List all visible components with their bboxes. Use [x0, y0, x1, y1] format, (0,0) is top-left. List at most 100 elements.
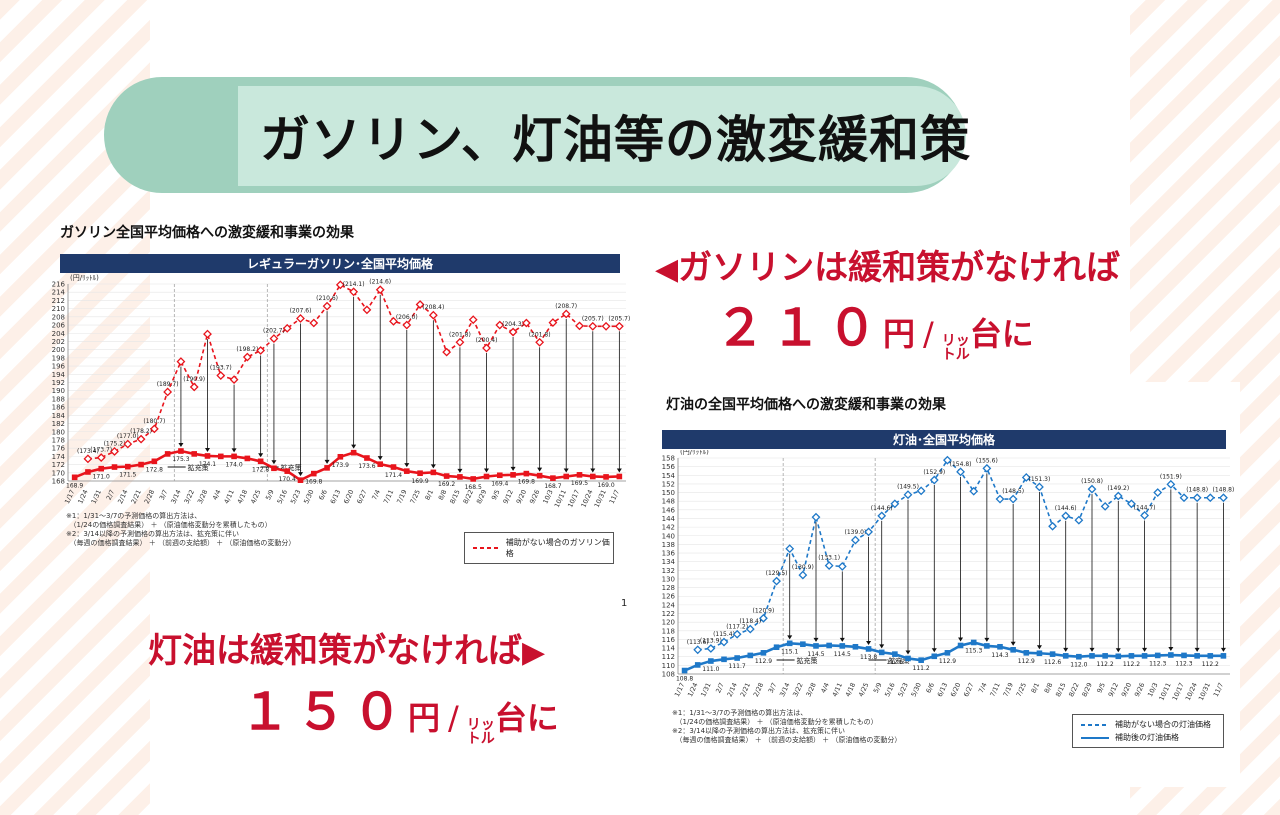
- y-tick-label: 190: [52, 387, 65, 395]
- no-subsidy-point: [322, 301, 332, 311]
- x-tick-label: 8/8: [437, 488, 449, 501]
- y-tick-label: 212: [52, 297, 65, 305]
- x-tick-label: 7/11: [382, 488, 395, 505]
- arrow-head: [457, 468, 463, 473]
- x-tick-label: 9/20: [515, 488, 528, 505]
- page-number: 1: [621, 598, 628, 609]
- after-subsidy-point: [377, 461, 384, 467]
- x-tick-label: 1/17: [673, 681, 686, 698]
- kero-legend-solid-icon: [1081, 736, 1109, 739]
- after-subsidy-point: [284, 468, 291, 474]
- after-subsidy-point: [997, 643, 1003, 650]
- after-subsidy-point: [390, 464, 397, 470]
- after-subsidy-point: [1154, 652, 1161, 659]
- after-subsidy-label: 169.2: [438, 481, 455, 488]
- y-tick-label: 130: [662, 575, 675, 583]
- after-subsidy-point: [1062, 653, 1069, 659]
- after-subsidy-point: [589, 473, 596, 480]
- no-subsidy-point: [96, 453, 106, 463]
- after-subsidy-label: 172.8: [252, 466, 269, 473]
- kero-legend-label-1: 補助がない場合の灯油価格: [1115, 720, 1211, 729]
- arrow-head: [813, 637, 819, 642]
- no-subsidy-point: [1127, 499, 1136, 509]
- after-subsidy-point: [1128, 653, 1135, 659]
- after-subsidy-point: [1115, 653, 1122, 660]
- no-subsidy-point: [706, 644, 716, 653]
- no-subsidy-point: [242, 352, 252, 362]
- no-subsidy-point: [864, 527, 873, 537]
- x-tick-label: 4/18: [236, 488, 249, 505]
- after-subsidy-point: [1181, 652, 1187, 659]
- after-subsidy-label: 174.0: [225, 461, 242, 468]
- no-subsidy-point: [1140, 511, 1149, 520]
- y-tick-label: 112: [662, 653, 675, 661]
- after-subsidy-label: 172.8: [146, 466, 163, 473]
- after-subsidy-point: [865, 646, 872, 652]
- no-subsidy-label: (113.9): [700, 638, 722, 645]
- no-subsidy-label: (204.3): [502, 321, 524, 328]
- arrow-head: [537, 467, 543, 472]
- no-subsidy-point: [995, 494, 1005, 504]
- after-subsidy-point: [151, 458, 158, 465]
- x-tick-label: 9/5: [490, 488, 502, 501]
- after-subsidy-label: 112.2: [1202, 661, 1219, 668]
- no-subsidy-label: (149.2): [1107, 485, 1129, 492]
- no-subsidy-label: (151.9): [1160, 473, 1182, 480]
- y-tick-label: 206: [52, 322, 66, 330]
- kero-section-title: 灯油の全国平均価格への激変緩和事業の効果: [666, 397, 946, 413]
- x-tick-label: 1/31: [90, 488, 103, 505]
- x-tick-label: 5/23: [289, 488, 302, 505]
- x-tick-label: 8/15: [1054, 681, 1067, 698]
- y-tick-label: 142: [662, 524, 675, 532]
- y-tick-label: 144: [662, 515, 676, 523]
- no-subsidy-label: (115.4): [713, 631, 735, 638]
- arrow-head: [1220, 647, 1226, 652]
- no-subsidy-point: [1048, 521, 1057, 531]
- after-subsidy-label: 174.1: [199, 461, 216, 468]
- after-subsidy-point: [681, 667, 688, 674]
- no-subsidy-point: [1153, 488, 1163, 497]
- arrow-head: [205, 447, 210, 452]
- x-tick-label: 4/11: [831, 681, 844, 698]
- after-subsidy-label: 111.7: [729, 663, 746, 670]
- y-tick-label: 192: [52, 379, 65, 387]
- no-subsidy-point: [389, 316, 398, 326]
- no-subsidy-label: (189.7): [157, 381, 179, 388]
- arrow-head: [484, 468, 489, 473]
- after-subsidy-label: 112.9: [1018, 658, 1035, 665]
- after-subsidy-point: [310, 470, 317, 477]
- after-subsidy-point: [694, 662, 701, 668]
- no-subsidy-point: [1192, 493, 1202, 503]
- no-subsidy-point: [296, 314, 305, 323]
- y-tick-label: 196: [52, 363, 66, 371]
- x-tick-label: 9/20: [1120, 681, 1133, 698]
- gas-note: ※1：1/31～3/7の予測価格の算出方法は、 （1/24の価格調査結果） ＋ …: [66, 512, 295, 548]
- x-tick-label: 10/31: [1197, 681, 1212, 701]
- no-subsidy-point: [110, 447, 119, 456]
- after-subsidy-point: [138, 461, 144, 468]
- no-subsidy-label: (130.9): [792, 564, 814, 571]
- after-subsidy-point: [1036, 650, 1043, 657]
- after-subsidy-label: 108.8: [676, 676, 693, 683]
- after-subsidy-label: 111.0: [702, 666, 719, 673]
- after-subsidy-point: [98, 465, 105, 472]
- no-subsidy-point: [811, 512, 821, 522]
- y-tick-label: 178: [52, 436, 65, 444]
- after-subsidy-point: [496, 472, 503, 479]
- after-subsidy-point: [257, 458, 264, 465]
- no-subsidy-point: [903, 490, 913, 500]
- after-subsidy-point: [536, 472, 543, 479]
- arrow-head: [258, 453, 264, 458]
- after-subsidy-label: 111.2: [913, 665, 930, 672]
- after-subsidy-point: [217, 453, 224, 460]
- gas-callout-value: ２１０ 円 / リッ トル 台に: [715, 288, 1034, 362]
- x-tick-label: 6/6: [317, 488, 329, 501]
- arrow-head: [430, 464, 436, 469]
- x-tick-label: 2/14: [116, 488, 129, 505]
- x-tick-label: 9/26: [528, 488, 541, 505]
- kero-note-4: （毎週の価格調査結果） ＋ （前週の支給額） ＋ （原油価格の変動分）: [672, 736, 902, 745]
- no-subsidy-label: (180.7): [143, 418, 165, 425]
- x-tick-label: 3/7: [767, 681, 779, 694]
- arrow-head: [1063, 647, 1069, 652]
- no-subsidy-label: (154.8): [950, 461, 972, 468]
